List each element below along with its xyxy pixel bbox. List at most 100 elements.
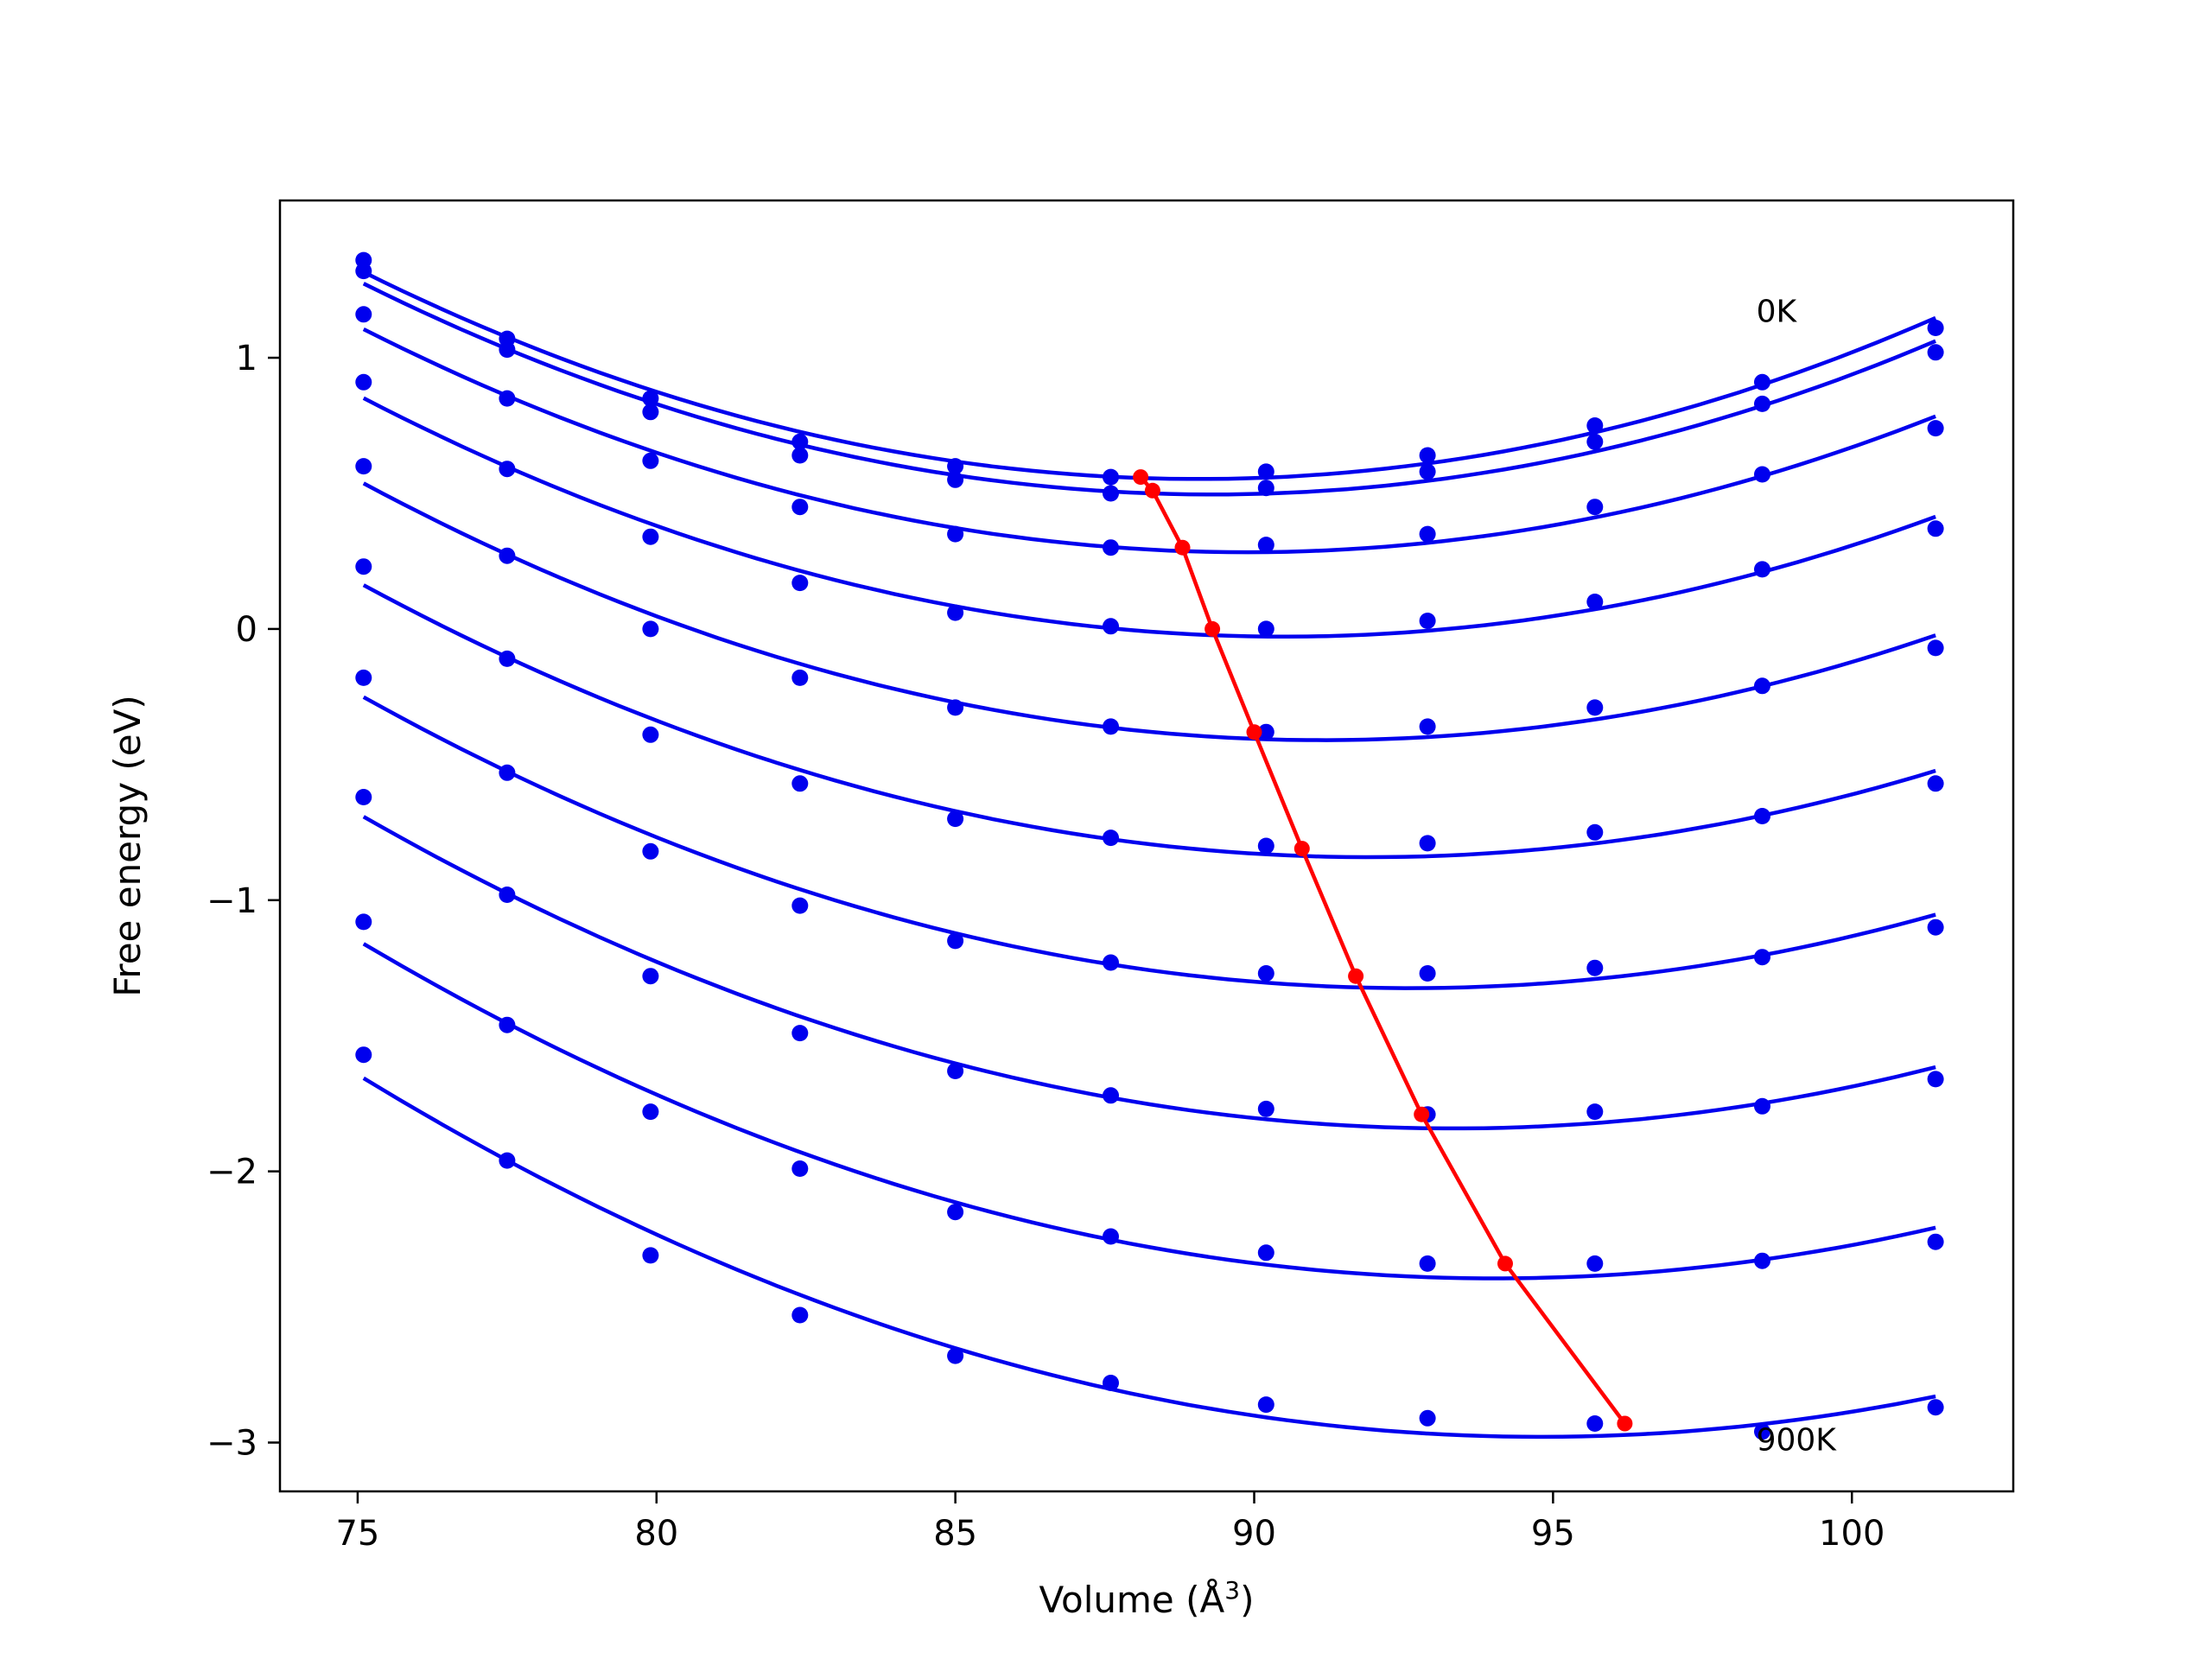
minimum-point [1497,1255,1513,1272]
annotations-group: 0K 900K [1757,295,1838,1459]
x-tick-label: 85 [933,1514,977,1554]
data-point [499,650,516,667]
x-tick-label: 75 [335,1514,379,1554]
curves-group [362,270,1936,1440]
data-point [947,604,964,621]
data-point [355,913,372,931]
data-point [1927,520,1944,537]
data-point [642,404,659,421]
data-point [1927,1399,1944,1416]
free-energy-curve [362,481,1936,742]
data-point [1754,949,1770,966]
data-point [642,1103,659,1121]
x-axis-label-end: ) [1240,1579,1254,1621]
data-point [642,842,659,860]
temperature-annotation: 900K [1757,1422,1838,1458]
free-energy-curve [362,396,1936,639]
y-tick-label: 0 [236,610,257,650]
data-point [499,390,516,407]
y-tick-label: −1 [207,881,257,921]
minimum-point [1144,482,1160,499]
data-point [1419,718,1436,735]
data-points-group [355,251,1944,1440]
y-axis-ticks: 1 0 −1 −2 −3 [207,339,280,1464]
data-point [1257,1244,1274,1262]
data-point [1103,1375,1119,1391]
free-energy-curve [362,327,1936,555]
x-tick-label: 95 [1531,1514,1575,1554]
data-point [1927,1233,1944,1250]
data-point [1257,463,1274,480]
data-point [355,558,372,575]
x-tick-label: 90 [1232,1514,1276,1554]
free-energy-curve [362,270,1936,481]
data-point [1103,1087,1119,1104]
x-axis-label-text: Volume (Å [1039,1578,1225,1621]
free-energy-curve [362,583,1936,860]
data-point [1586,1255,1604,1272]
data-point [1586,823,1604,841]
data-point [642,390,659,407]
data-point [1586,417,1604,434]
data-point [642,528,659,545]
data-point [1419,835,1436,852]
data-point [947,1347,964,1364]
data-point [791,1160,809,1177]
data-point [499,461,516,478]
data-point [1257,620,1274,638]
data-point [1257,723,1274,741]
y-tick-label: −3 [207,1424,257,1464]
data-point [791,897,809,914]
minimum-point [1205,620,1221,637]
minima-line [1139,475,1627,1425]
data-point [791,575,809,592]
data-point [499,1152,516,1169]
data-point [1257,1396,1274,1414]
data-point [1927,344,1944,361]
data-point [1419,447,1436,464]
data-point [947,932,964,950]
plot-area-frame [278,199,2015,1493]
data-point [1754,466,1770,483]
data-point [1754,1423,1770,1440]
data-point [947,525,964,543]
data-point [1419,613,1436,629]
data-point [1586,959,1604,976]
x-axis-label-superscript: 3 [1224,1576,1240,1605]
data-point [1927,320,1944,336]
data-point [1257,480,1274,497]
data-point [1586,699,1604,716]
data-point [355,669,372,686]
y-axis-label: Free energy (eV) [106,695,149,997]
data-point [642,620,659,638]
data-point [791,1306,809,1324]
data-point [355,306,372,323]
data-point [947,810,964,828]
data-point [499,764,516,781]
data-point [1586,594,1604,610]
data-point [791,669,809,686]
y-tick-label: −2 [207,1153,257,1192]
data-point [1103,468,1119,486]
x-tick-label: 80 [634,1514,678,1554]
free-energy-curve [362,695,1936,990]
data-point [642,968,659,985]
data-point [1754,561,1770,578]
data-point [355,458,372,475]
free-energy-curve [362,1076,1936,1440]
data-point [1754,373,1770,391]
data-point [1419,965,1436,982]
data-point [1586,1415,1604,1432]
x-axis-label: Volume (Å3) [1039,1576,1255,1621]
data-point [355,263,372,280]
minimum-point [1617,1415,1633,1432]
data-point [1257,965,1274,982]
data-point [499,341,516,359]
data-point [1257,1100,1274,1117]
data-point [947,1063,964,1079]
data-point [642,452,659,469]
y-tick-label: 1 [236,339,257,378]
data-point [1257,837,1274,855]
minimum-point [1414,1106,1430,1122]
